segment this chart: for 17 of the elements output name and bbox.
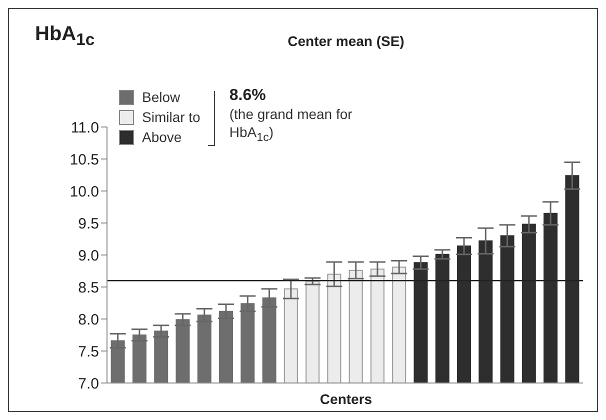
y-tick-label: 11.0	[70, 119, 99, 136]
legend-label: Similar to	[142, 109, 200, 125]
y-tick-label: 9.0	[78, 247, 99, 264]
legend-label: Above	[142, 129, 182, 145]
y-tick-label: 7.0	[78, 375, 99, 392]
chart-title: Center mean (SE)	[286, 33, 406, 49]
y-tick-label: 8.5	[78, 279, 99, 296]
x-axis-title: Centers	[318, 391, 374, 407]
legend-label: Below	[142, 89, 180, 105]
text: 8.6%	[229, 87, 267, 105]
y-axis-title: HbA$_{1c}$	[35, 23, 95, 50]
y-tick-label: 10.0	[70, 183, 99, 200]
annotation: (the grand mean for HbA$_{1c}$)	[229, 105, 354, 146]
y-tick-label: 8.0	[78, 311, 99, 328]
y-tick-label: 10.5	[70, 151, 99, 168]
y-tick-label: 7.5	[78, 343, 99, 360]
y-tick-label: 9.5	[78, 215, 99, 232]
